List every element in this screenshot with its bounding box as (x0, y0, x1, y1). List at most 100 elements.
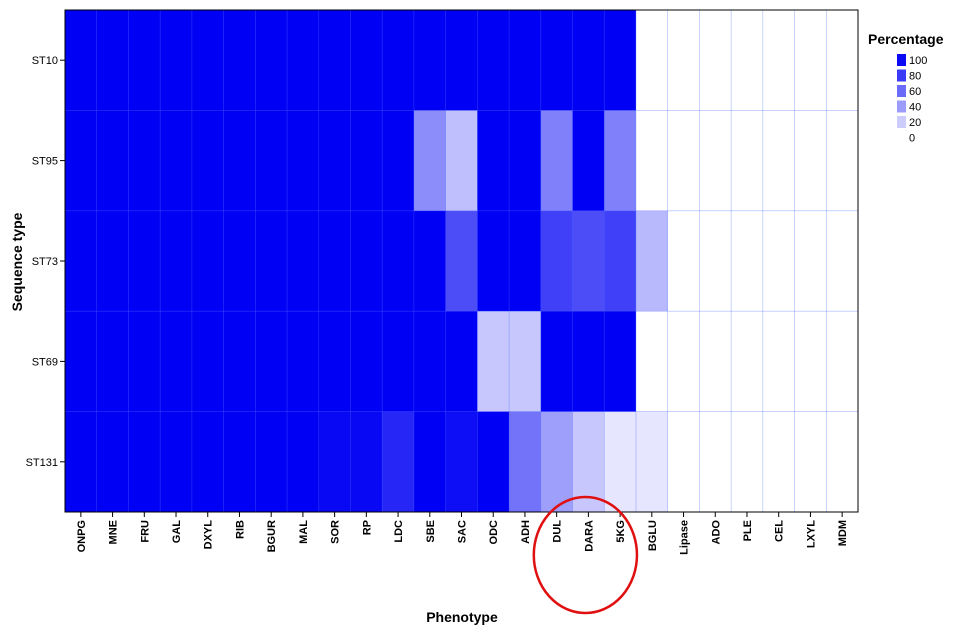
heatmap-cell (160, 10, 193, 111)
heatmap-gridlines (65, 10, 858, 512)
heatmap-cell (731, 210, 764, 312)
heatmap-cell (413, 110, 447, 212)
heatmap-cell (826, 210, 859, 312)
legend-label: 40 (909, 102, 921, 114)
heatmap-cell (223, 10, 256, 111)
x-tick-label: ODC (488, 520, 500, 545)
heatmap-cell (667, 110, 700, 212)
heatmap-cell (540, 10, 573, 111)
heatmap-cell (128, 110, 161, 212)
heatmap-cell (96, 10, 129, 111)
heatmap-cell (350, 311, 383, 412)
x-tick-label: LDC (393, 520, 405, 543)
heatmap-cell (318, 311, 351, 412)
x-tick-label: FRU (139, 520, 151, 543)
heatmap-cell (350, 10, 383, 111)
x-tick-label: RP (361, 520, 373, 535)
legend-label: 80 (909, 71, 921, 83)
heatmap-cell (635, 210, 669, 312)
heatmap-cell (382, 311, 415, 412)
heatmap-cell (413, 311, 447, 412)
heatmap-cell (445, 411, 478, 513)
legend-swatch (897, 85, 906, 97)
heatmap-cell (223, 411, 256, 513)
heatmap-cell (128, 311, 161, 412)
x-tick-label: SBE (425, 520, 437, 543)
heatmap-cell (699, 311, 732, 412)
heatmap-cell (65, 210, 98, 312)
heatmap-cell (128, 10, 161, 111)
x-tick-label: DXYL (203, 520, 215, 550)
heatmap-cell (635, 411, 669, 513)
heatmap-cell (509, 311, 542, 412)
x-axis-title: Phenotype (426, 609, 498, 625)
heatmap-cell (477, 411, 510, 513)
heatmap-cell (382, 10, 415, 111)
heatmap-cell (509, 411, 542, 513)
heatmap-cell (604, 10, 637, 111)
heatmap-cells (65, 10, 859, 513)
legend-label: 100 (909, 55, 927, 67)
heatmap-cell (572, 10, 605, 111)
heatmap-cell (731, 10, 764, 111)
x-axis-ticks: ONPG MNE FRU GAL DXYL RIB BGUR MAL SOR RP LDC SBE SA… (76, 512, 849, 555)
x-tick-label: BGLU (647, 520, 659, 551)
heatmap-cell (667, 210, 700, 312)
heatmap-cell (445, 210, 478, 312)
heatmap-cell (762, 311, 795, 412)
heatmap-cell (255, 311, 288, 412)
heatmap-cell (699, 411, 732, 513)
y-tick-label: ST95 (32, 156, 58, 168)
y-tick-label: ST69 (32, 356, 58, 368)
heatmap-cell (572, 311, 605, 412)
x-tick-label: DUL (552, 520, 564, 543)
heatmap-cell (287, 210, 320, 312)
heatmap-cell (160, 110, 193, 212)
heatmap-cell (635, 110, 669, 212)
legend-title: Percentage (868, 31, 944, 47)
heatmap-cell (96, 311, 129, 412)
x-tick-label: ONPG (76, 520, 88, 552)
heatmap-cell (318, 110, 351, 212)
heatmap-cell (477, 210, 510, 312)
legend-label: 60 (909, 86, 921, 98)
heatmap-cell (413, 411, 447, 513)
x-tick-label: PLE (742, 520, 754, 541)
x-tick-label: CEL (774, 520, 786, 542)
heatmap-cell (826, 411, 859, 513)
x-tick-label: SOR (330, 520, 342, 544)
heatmap-cell (667, 311, 700, 412)
heatmap-cell (96, 110, 129, 212)
legend-swatch (897, 69, 906, 82)
heatmap-cell (635, 10, 669, 111)
legend-swatch (897, 131, 906, 144)
heatmap-cell (382, 110, 415, 212)
heatmap-cell (604, 110, 637, 212)
heatmap-cell (287, 110, 320, 212)
heatmap-cell (445, 10, 478, 111)
legend-label: 0 (909, 133, 915, 145)
heatmap-cell (477, 110, 510, 212)
heatmap-cell (160, 311, 193, 412)
heatmap-cell (826, 311, 859, 412)
heatmap-cell (794, 110, 827, 212)
heatmap-cell (413, 210, 447, 312)
heatmap-cell (191, 311, 224, 412)
heatmap-cell (350, 110, 383, 212)
heatmap-cell (160, 411, 193, 513)
heatmap-cell (572, 210, 605, 312)
heatmap-cell (699, 210, 732, 312)
y-axis-ticks: ST10 ST95 ST73 ST69 ST131 (26, 55, 65, 469)
y-tick-label: ST131 (26, 457, 58, 469)
legend-swatch (897, 100, 906, 113)
heatmap-cell (191, 411, 224, 513)
heatmap-cell (445, 110, 478, 212)
highlight-ellipse (532, 495, 639, 615)
x-tick-label: SAC (457, 520, 469, 543)
x-tick-label: MDM (837, 520, 849, 546)
heatmap-cell (509, 210, 542, 312)
x-tick-label: MNE (108, 520, 120, 544)
heatmap-cell (128, 210, 161, 312)
heatmap-cell (826, 110, 859, 212)
